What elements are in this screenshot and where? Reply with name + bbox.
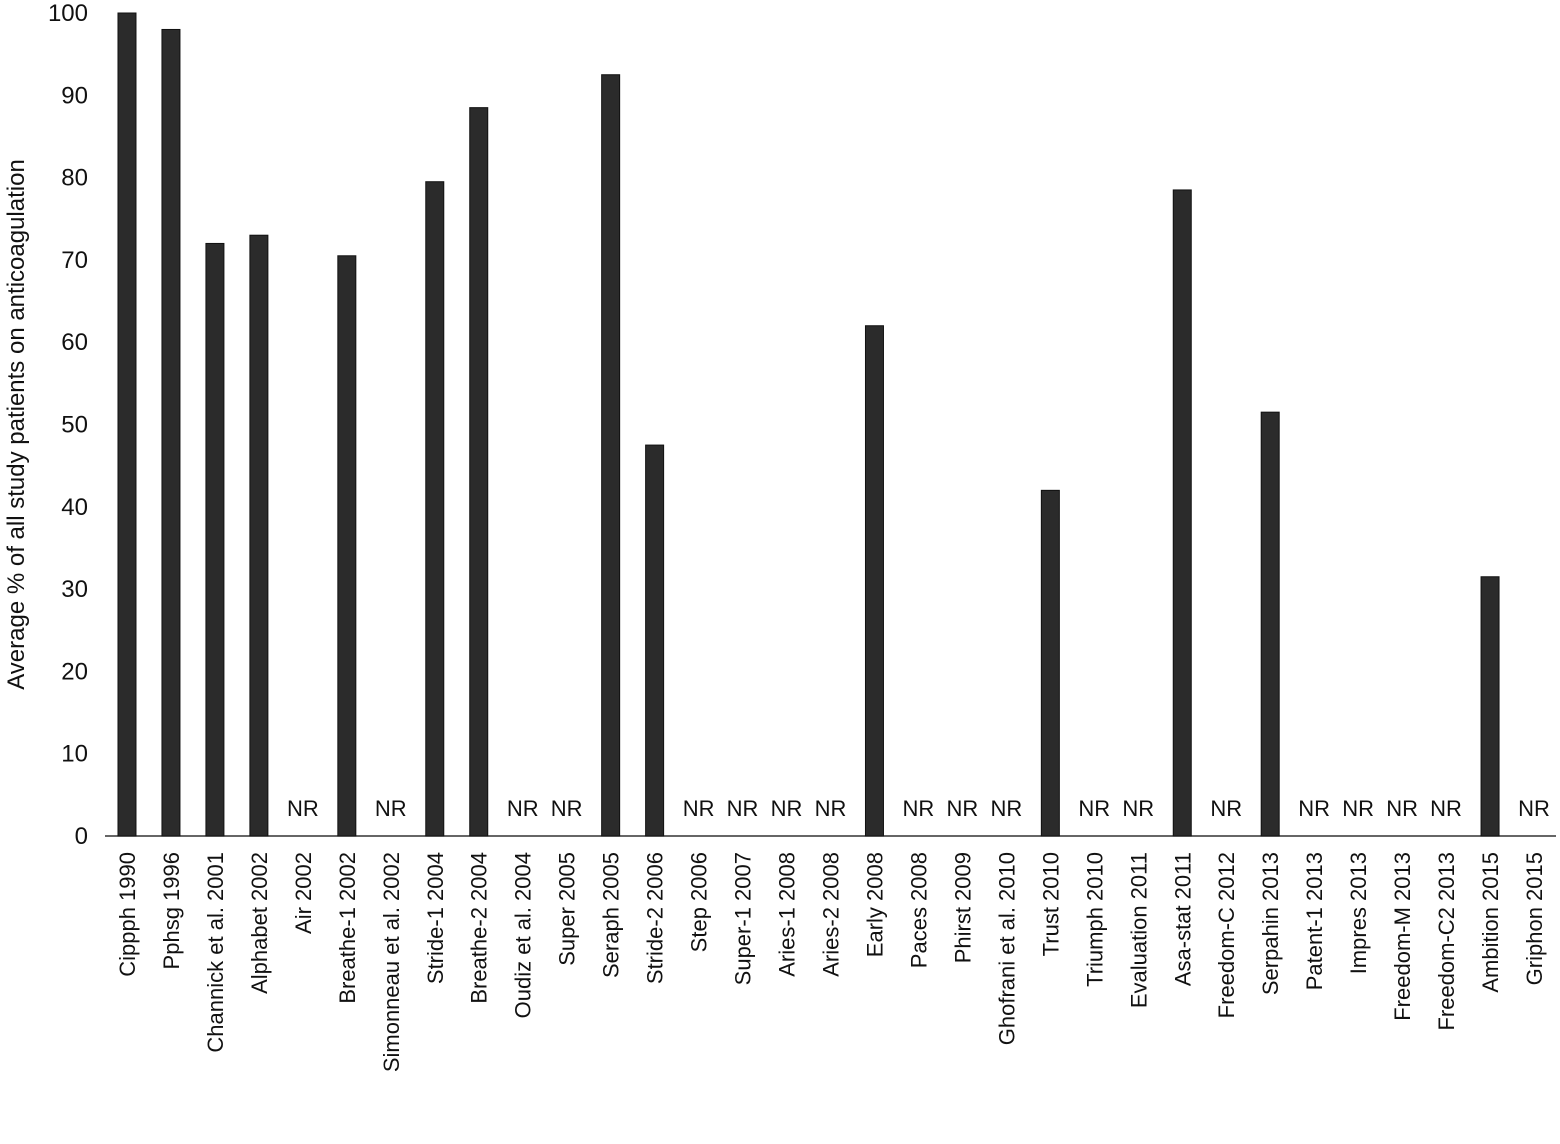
bar: [205, 242, 225, 837]
x-category-label: Evaluation 2011: [1126, 852, 1151, 1008]
x-axis-category-labels: Cippph 1990 Pphsg 1996 Channick et al. 200…: [115, 852, 1547, 1072]
y-axis-ticks: 0 10 20 30 40 50 60 70 80 90 100: [48, 0, 88, 850]
bar: [117, 12, 137, 837]
missing-value-label: NR: [947, 796, 979, 821]
bar: [337, 255, 357, 837]
missing-value-label: NR: [1386, 796, 1418, 821]
x-category-label: Phirst 2009: [950, 852, 975, 963]
x-category-label: Pphsg 1996: [159, 852, 184, 969]
missing-value-label: NR: [903, 796, 935, 821]
y-tick-label: 50: [61, 412, 88, 439]
x-category-label: Seraph 2005: [599, 852, 624, 978]
y-tick-label: 0: [75, 823, 88, 850]
missing-value-label: NR: [551, 796, 583, 821]
y-axis-title-group: Average % of all study patients on antic…: [3, 159, 30, 690]
x-category-label: Breathe-2 2004: [467, 852, 492, 1004]
missing-value-labels: NR NR NR NR NR NR NR NR NR NR NR NR NR NR NR NR NR NR NR: [287, 796, 1550, 821]
x-category-label: Aries-2 2008: [819, 852, 844, 977]
bar: [645, 444, 665, 837]
missing-value-label: NR: [727, 796, 759, 821]
y-tick-label: 100: [48, 0, 88, 27]
missing-value-label: NR: [1430, 796, 1462, 821]
x-category-label: Paces 2008: [906, 852, 931, 968]
bar: [469, 107, 489, 837]
missing-value-label: NR: [507, 796, 539, 821]
bar: [1260, 411, 1280, 837]
bar: [1040, 489, 1060, 837]
missing-value-label: NR: [1298, 796, 1330, 821]
bar: [249, 234, 269, 837]
x-category-label: Super-1 2007: [731, 852, 756, 985]
x-category-label: Simonneau et al. 2002: [379, 852, 404, 1072]
x-category-label: Ambition 2015: [1478, 852, 1503, 993]
x-category-label: Patent-1 2013: [1302, 852, 1327, 990]
y-tick-label: 40: [61, 494, 88, 521]
x-category-label: Serpahin 2013: [1258, 852, 1283, 995]
bar: [425, 181, 445, 837]
x-category-label: Asa-stat 2011: [1170, 852, 1195, 986]
bar: [864, 325, 884, 837]
x-category-label: Cippph 1990: [115, 852, 140, 977]
missing-value-label: NR: [287, 796, 319, 821]
x-category-label: Griphon 2015: [1522, 852, 1547, 985]
y-tick-label: 90: [61, 82, 88, 109]
x-category-label: Breathe-1 2002: [335, 852, 360, 1004]
x-category-label: Stride-2 2006: [643, 852, 668, 984]
missing-value-label: NR: [815, 796, 847, 821]
x-category-label: Early 2008: [862, 852, 887, 957]
x-category-label: Ghofrani et al. 2010: [994, 852, 1019, 1045]
bar: [161, 28, 181, 837]
x-category-label: Oudiz et al. 2004: [511, 852, 536, 1018]
missing-value-label: NR: [1210, 796, 1242, 821]
missing-value-label: NR: [771, 796, 803, 821]
x-category-label: Alphabet 2002: [247, 852, 272, 994]
y-tick-label: 70: [61, 247, 88, 274]
x-category-label: Stride-1 2004: [423, 852, 448, 984]
missing-value-label: NR: [1518, 796, 1550, 821]
x-category-label: Trust 2010: [1038, 852, 1063, 956]
y-axis-title: Average % of all study patients on antic…: [3, 159, 30, 690]
x-category-label: Air 2002: [291, 852, 316, 934]
missing-value-label: NR: [1078, 796, 1110, 821]
x-category-label: Triumph 2010: [1082, 852, 1107, 987]
missing-value-label: NR: [1122, 796, 1154, 821]
missing-value-label: NR: [990, 796, 1022, 821]
x-category-label: Freedom-C 2012: [1214, 852, 1239, 1018]
x-category-label: Freedom-C2 2013: [1434, 852, 1459, 1031]
missing-value-label: NR: [1342, 796, 1374, 821]
x-category-label: Freedom-M 2013: [1390, 852, 1415, 1021]
y-tick-label: 10: [61, 741, 88, 768]
x-category-label: Channick et al. 2001: [203, 852, 228, 1053]
y-tick-label: 20: [61, 658, 88, 685]
bar: [1172, 189, 1192, 837]
x-category-label: Step 2006: [687, 852, 712, 952]
x-category-label: Super 2005: [555, 852, 580, 966]
bar: [1480, 576, 1500, 837]
bar: [601, 74, 621, 837]
bars: [117, 12, 1500, 837]
missing-value-label: NR: [683, 796, 715, 821]
x-category-label: Aries-1 2008: [775, 852, 800, 977]
y-tick-label: 80: [61, 165, 88, 192]
y-tick-label: 30: [61, 576, 88, 603]
x-category-label: Impres 2013: [1346, 852, 1371, 974]
y-tick-label: 60: [61, 329, 88, 356]
missing-value-label: NR: [375, 796, 407, 821]
